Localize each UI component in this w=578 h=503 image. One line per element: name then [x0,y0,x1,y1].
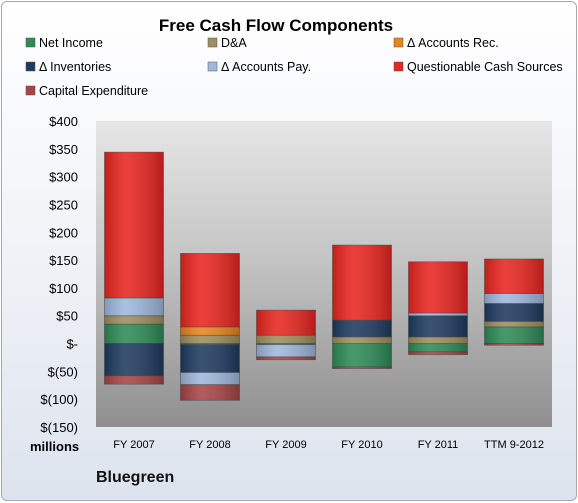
bar-segment-shading [408,315,468,337]
x-tick-label: FY 2009 [265,439,306,451]
bar-segment-shading [180,253,240,327]
bar-segment-shading [256,310,316,336]
x-tick-label: FY 2007 [113,439,154,451]
bar-segment-shading [408,336,468,344]
bar-segment-shading [256,356,316,360]
legend-swatch [207,61,218,72]
legend-swatch [393,61,404,72]
bar-segment-shading [332,245,392,321]
bar-segment-shading [104,152,164,298]
chart-title: Free Cash Flow Components [159,16,393,35]
y-tick-label: $(100) [40,392,78,407]
legend-label: Δ Accounts Rec. [407,36,499,50]
y-axis: $(150) $(100) $(50) $- $50 $100 $150 $200 $250 $3… [40,114,78,435]
legend-swatch [393,37,404,48]
bar-segment-shading [408,312,468,316]
bar-segment-shading [104,297,164,316]
bar-segment-shading [408,343,468,352]
bar-segment-shading [180,344,240,373]
y-tick-label: $100 [49,281,78,296]
legend-label: Δ Inventories [39,60,111,74]
y-tick-label: $300 [49,170,78,185]
units-label: millions [30,439,79,454]
legend-label: Δ Accounts Pay. [221,60,311,74]
bar-segment-shading [484,343,544,346]
bar-segment-shading [408,351,468,355]
bar-segment-shading [180,372,240,385]
bar-segment-shading [180,343,240,345]
legend-label: Capital Expenditure [39,84,148,98]
y-tick-label: $- [66,337,78,352]
y-tick-label: $50 [56,309,78,324]
bar-segment-shading [256,343,316,345]
bar-segment-shading [104,324,164,344]
x-tick-label: FY 2010 [341,439,382,451]
legend-label: D&A [221,36,247,50]
legend-label: Questionable Cash Sources [407,60,563,74]
x-tick-label: TTM 9-2012 [484,439,544,451]
legend-swatch [25,61,36,72]
bar-segment-shading [408,261,468,313]
bar-segment-shading [256,344,316,357]
x-axis: FY 2007 FY 2008 FY 2009 FY 2010 FY 2011 TTM 9… [113,439,544,451]
bars [104,151,544,401]
legend-swatch [207,37,218,48]
x-tick-label: FY 2008 [189,439,230,451]
bar-segment-shading [484,258,544,294]
bar-segment-shading [332,336,392,344]
bar-segment-shading [180,335,240,344]
bar-segment-shading [484,321,544,327]
bar-segment-shading [484,326,544,344]
bar-segment-shading [332,343,392,367]
bar-segment-shading [180,326,240,336]
bar-segment-shading [104,315,164,325]
bar-segment-shading [332,320,392,337]
y-tick-label: $350 [49,142,78,157]
y-tick-label: $400 [49,114,78,129]
x-tick-label: FY 2011 [418,439,459,451]
y-tick-label: $250 [49,197,78,212]
bar-segment-shading [104,343,164,376]
bar-segment-shading [256,335,316,344]
legend: Net Income D&A Δ Accounts Rec. Δ Inventorie… [25,36,563,98]
bar-segment-shading [484,293,544,304]
legend-label: Net Income [39,36,103,50]
legend-swatch [25,85,36,96]
legend-swatch [25,37,36,48]
bar-segment-shading [104,375,164,385]
y-tick-label: $(150) [40,420,78,435]
bar-segment-shading [484,303,544,322]
plot-area [96,121,552,427]
y-tick-label: $200 [49,225,78,240]
y-tick-label: $150 [49,253,78,268]
company-name: Bluegreen [96,469,174,486]
bar-segment-shading [180,384,240,401]
y-tick-label: $(50) [48,364,78,379]
bar-segment-shading [332,366,392,369]
